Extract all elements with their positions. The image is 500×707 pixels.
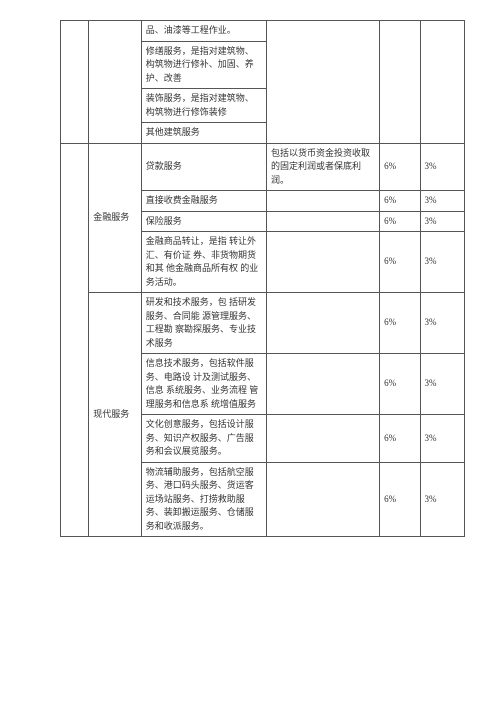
- cell-desc: 保险服务: [141, 211, 266, 232]
- cell-r2: 3%: [420, 462, 464, 537]
- cell-r2: 3%: [420, 143, 464, 191]
- table-row: 现代服务 研发和技术服务，包 括研发服务、合同能 源管理服务、工程勘 察勘探服务…: [61, 293, 465, 354]
- cell-note: [267, 415, 380, 463]
- cell-r1: [380, 21, 420, 144]
- table-row: 品、油漆等工程作业。: [61, 21, 465, 42]
- cell-cat: [89, 21, 142, 144]
- cell-r2: 3%: [420, 293, 464, 354]
- cell-desc: 物流辅助服务，包括航空服务、港口码头服务、货运客运场站服务、打捞救助服务、装卸搬…: [141, 462, 266, 537]
- cell-r1: 6%: [380, 462, 420, 537]
- cell-desc: 文化创意服务，包括设计服务、知识产权服务、广告服务和会议展览服务。: [141, 415, 266, 463]
- cell-note: 包括以货币资金投资收取的固定利润或者保底利润。: [267, 143, 380, 191]
- cell-cat: 现代服务: [89, 293, 142, 537]
- cell-note: [267, 462, 380, 537]
- cell-desc: 研发和技术服务，包 括研发服务、合同能 源管理服务、工程勘 察勘探服务、专业技 …: [141, 293, 266, 354]
- cell-desc: 其他建筑服务: [141, 123, 266, 144]
- cell-empty: [61, 21, 89, 144]
- cell-cat: 金融服务: [89, 143, 142, 293]
- cell-r2: 3%: [420, 191, 464, 212]
- cell-r1: 6%: [380, 191, 420, 212]
- cell-desc: 修缮服务，是指对建筑物、构筑物进行修补、加固、养护、改善: [141, 41, 266, 89]
- cell-r2: 3%: [420, 354, 464, 415]
- cell-note: [267, 191, 380, 212]
- cell-note: [267, 21, 380, 144]
- cell-desc: 直接收费金融服务: [141, 191, 266, 212]
- cell-r2: 3%: [420, 415, 464, 463]
- cell-r2: 3%: [420, 232, 464, 293]
- cell-r2: [420, 21, 464, 144]
- cell-r2: 3%: [420, 211, 464, 232]
- cell-r1: 6%: [380, 232, 420, 293]
- table-row: 金融服务 贷款服务 包括以货币资金投资收取的固定利润或者保底利润。 6% 3%: [61, 143, 465, 191]
- cell-r1: 6%: [380, 354, 420, 415]
- cell-note: [267, 293, 380, 354]
- cell-note: [267, 211, 380, 232]
- cell-desc: 装饰服务，是指对建筑物、构筑物进行修饰装修: [141, 89, 266, 123]
- cell-r1: 6%: [380, 415, 420, 463]
- services-table: 品、油漆等工程作业。 修缮服务，是指对建筑物、构筑物进行修补、加固、养护、改善 …: [60, 20, 465, 537]
- cell-r1: 6%: [380, 211, 420, 232]
- cell-desc: 品、油漆等工程作业。: [141, 21, 266, 42]
- cell-note: [267, 232, 380, 293]
- cell-r1: 6%: [380, 293, 420, 354]
- cell-empty: [61, 143, 89, 537]
- cell-desc: 金融商品转让，是指 转让外汇、有价证 券、非货物期货和其 他金融商品所有权 的业…: [141, 232, 266, 293]
- cell-desc: 信息技术服务，包括软件服务、电路设 计及测试服务、信息 系统服务、业务流程 管理…: [141, 354, 266, 415]
- cell-note: [267, 354, 380, 415]
- cell-r1: 6%: [380, 143, 420, 191]
- cell-desc: 贷款服务: [141, 143, 266, 191]
